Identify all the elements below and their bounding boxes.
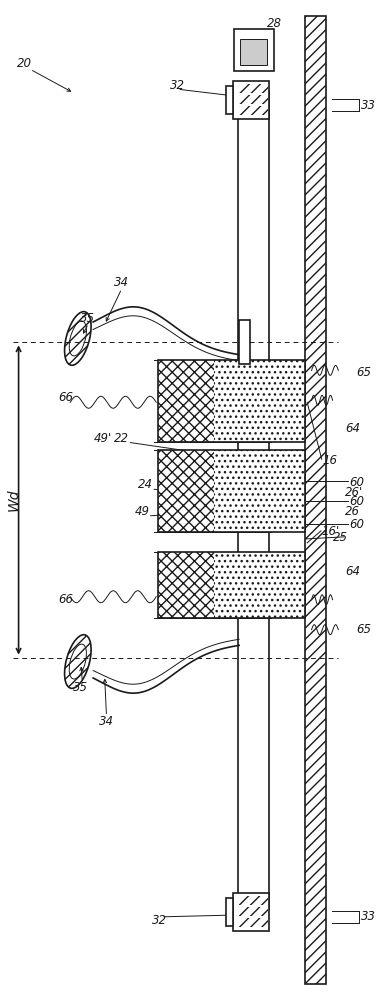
Bar	[158, 450, 305, 532]
Text: 26': 26'	[345, 486, 363, 499]
Text: 34: 34	[99, 715, 114, 728]
Text: 50: 50	[212, 376, 227, 389]
Bar	[233, 81, 269, 119]
Bar	[158, 450, 214, 532]
Bar	[239, 907, 268, 916]
Text: 34: 34	[114, 276, 129, 289]
Text: 25: 25	[333, 531, 348, 544]
Bar	[158, 552, 214, 618]
Bar	[158, 360, 305, 442]
Text: 60: 60	[349, 476, 364, 489]
Text: 35: 35	[73, 681, 88, 694]
Bar	[239, 896, 268, 905]
Bar	[234, 29, 273, 71]
Bar	[239, 84, 268, 93]
Text: 54: 54	[157, 519, 172, 532]
Text: Wd: Wd	[7, 489, 21, 511]
Bar	[214, 552, 305, 618]
Text: 16: 16	[323, 454, 338, 467]
Text: 66: 66	[58, 391, 73, 404]
Text: 33: 33	[361, 99, 376, 112]
Text: 16': 16'	[322, 525, 340, 538]
Text: 60: 60	[349, 495, 364, 508]
Bar	[214, 360, 305, 442]
Bar	[239, 320, 250, 364]
Text: 26: 26	[345, 505, 360, 518]
Text: 32: 32	[169, 79, 184, 92]
Text: 33: 33	[361, 910, 376, 923]
Text: 66: 66	[58, 593, 73, 606]
Bar	[239, 106, 268, 115]
Bar	[239, 95, 268, 104]
Bar	[226, 86, 233, 114]
Text: 65: 65	[356, 623, 371, 636]
Text: 60: 60	[349, 518, 364, 531]
Bar	[233, 893, 269, 931]
Bar	[240, 39, 268, 65]
Text: 49: 49	[134, 505, 149, 518]
Text: 35: 35	[80, 312, 95, 325]
Text: 52: 52	[162, 490, 177, 503]
Text: 20: 20	[17, 57, 32, 70]
Bar	[305, 16, 326, 984]
Bar	[238, 91, 269, 909]
Text: 64: 64	[345, 422, 360, 435]
Text: 32: 32	[152, 914, 167, 927]
Bar	[226, 898, 233, 926]
Bar	[214, 450, 305, 532]
Text: 22: 22	[114, 432, 129, 445]
Text: 65: 65	[356, 366, 371, 379]
Text: 28: 28	[267, 17, 282, 30]
Text: 64: 64	[345, 565, 360, 578]
Bar	[305, 16, 326, 984]
Text: 49': 49'	[94, 432, 112, 445]
Bar	[239, 918, 268, 927]
Bar	[158, 360, 214, 442]
Bar	[158, 552, 305, 618]
Text: 24: 24	[138, 478, 153, 491]
